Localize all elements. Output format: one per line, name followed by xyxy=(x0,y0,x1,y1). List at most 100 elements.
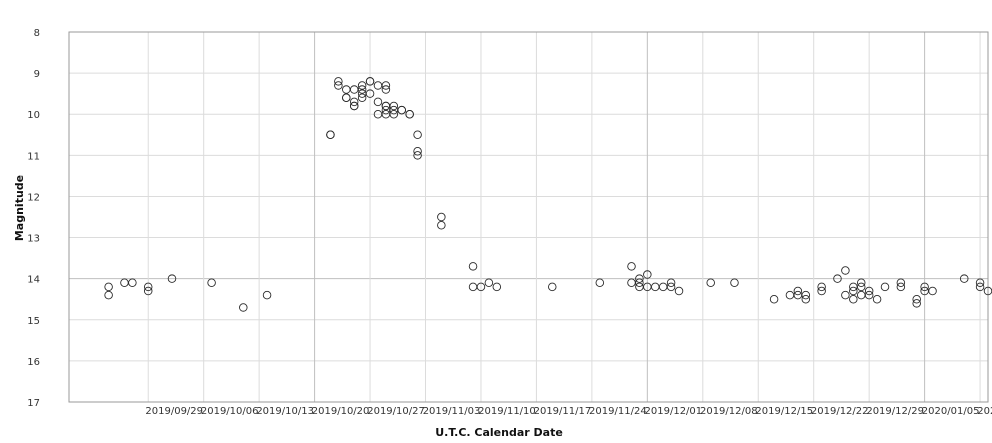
data-point xyxy=(357,85,367,94)
data-point xyxy=(706,278,715,288)
data-point xyxy=(326,130,335,140)
data-point xyxy=(437,212,446,222)
data-point xyxy=(817,282,826,292)
data-point xyxy=(817,286,826,296)
data-point xyxy=(896,282,906,292)
data-point xyxy=(262,290,272,300)
data-point xyxy=(413,146,422,156)
data-point xyxy=(801,290,811,300)
data-point xyxy=(959,274,969,283)
y-tick-label: 12 xyxy=(27,192,40,203)
data-point xyxy=(658,282,668,292)
grid xyxy=(68,31,989,403)
data-point xyxy=(437,220,446,230)
y-tick-label: 10 xyxy=(27,110,40,121)
x-tick-label: 2019/10/06 xyxy=(201,406,259,417)
x-tick-label: 2020/01/05 xyxy=(922,406,980,417)
x-tick-label: 2019/11/10 xyxy=(478,406,536,417)
data-point xyxy=(872,294,882,304)
data-point xyxy=(389,101,399,111)
data-point xyxy=(468,282,478,292)
x-axis-label: U.T.C. Calendar Date xyxy=(435,426,563,439)
y-tick-label: 17 xyxy=(27,398,40,409)
data-point xyxy=(365,89,375,98)
data-point xyxy=(785,290,795,300)
y-axis-label: Magnitude xyxy=(13,175,26,241)
data-point xyxy=(730,278,739,288)
data-points xyxy=(104,77,992,312)
data-point xyxy=(849,286,858,296)
x-tick-label: 2019/10/13 xyxy=(256,406,314,417)
data-point xyxy=(912,299,921,308)
data-point xyxy=(167,274,177,283)
x-tick-label: 2019/12/15 xyxy=(755,406,813,417)
data-point xyxy=(104,282,113,292)
data-point xyxy=(120,278,129,288)
data-point xyxy=(643,270,652,279)
data-point xyxy=(143,286,153,296)
x-tick-label: 2019/12/22 xyxy=(811,406,869,417)
data-point xyxy=(912,294,921,304)
data-point xyxy=(975,282,985,292)
x-tick-label: 2019/12/29 xyxy=(866,406,924,417)
data-point xyxy=(365,77,375,86)
x-tick-label: 2019/12/08 xyxy=(700,406,758,417)
data-point xyxy=(635,278,644,288)
x-tick-label: 2019/10/20 xyxy=(312,406,370,417)
data-point xyxy=(476,282,486,292)
data-point xyxy=(484,278,494,288)
data-point xyxy=(849,294,858,304)
data-point xyxy=(896,278,906,288)
data-point xyxy=(856,282,866,292)
data-point xyxy=(349,85,359,94)
y-tick-label: 15 xyxy=(27,316,40,327)
data-point xyxy=(492,282,502,292)
data-point xyxy=(833,274,842,283)
data-point xyxy=(841,290,850,300)
data-point xyxy=(666,282,676,292)
data-point xyxy=(342,85,351,94)
x-tick-label: 2019/09/29 xyxy=(145,406,203,417)
data-point xyxy=(397,105,406,115)
data-point xyxy=(239,303,248,312)
y-tick-label: 11 xyxy=(27,151,40,162)
data-point xyxy=(381,85,391,94)
y-tick-label: 13 xyxy=(27,234,40,245)
data-point xyxy=(381,81,391,90)
data-point xyxy=(389,109,399,119)
y-axis-ticks: 8 9 10 11 12 13 14 15 16 17 xyxy=(27,28,40,409)
data-point xyxy=(627,278,636,288)
data-point xyxy=(413,130,422,140)
data-point xyxy=(666,278,676,288)
y-tick-label: 14 xyxy=(27,275,40,286)
data-point xyxy=(357,81,367,90)
x-tick-label: 2019/11/24 xyxy=(589,406,647,417)
y-tick-label: 16 xyxy=(27,357,40,368)
data-point xyxy=(769,294,779,304)
data-point xyxy=(357,93,367,103)
data-point xyxy=(413,151,422,160)
data-point xyxy=(342,93,351,103)
data-point xyxy=(928,286,937,296)
data-point xyxy=(104,290,113,300)
data-point xyxy=(880,282,890,292)
data-point xyxy=(635,274,644,283)
x-tick-label: 2019/11/17 xyxy=(534,406,592,417)
x-tick-label: 2019/11/03 xyxy=(423,406,481,417)
plot-frame xyxy=(68,31,989,403)
data-point xyxy=(801,294,811,304)
data-point xyxy=(920,282,929,292)
y-tick-label: 9 xyxy=(34,69,40,80)
x-tick-label: 2019/10/27 xyxy=(367,406,425,417)
data-point xyxy=(674,286,684,296)
data-point xyxy=(864,290,874,300)
data-point xyxy=(373,81,383,90)
x-tick-label: 2019/12/01 xyxy=(645,406,703,417)
data-point xyxy=(373,97,383,107)
data-point xyxy=(143,282,153,292)
data-point xyxy=(975,278,985,288)
data-point xyxy=(841,266,850,275)
data-point xyxy=(864,286,874,296)
data-point xyxy=(334,81,343,90)
data-point xyxy=(128,278,137,288)
